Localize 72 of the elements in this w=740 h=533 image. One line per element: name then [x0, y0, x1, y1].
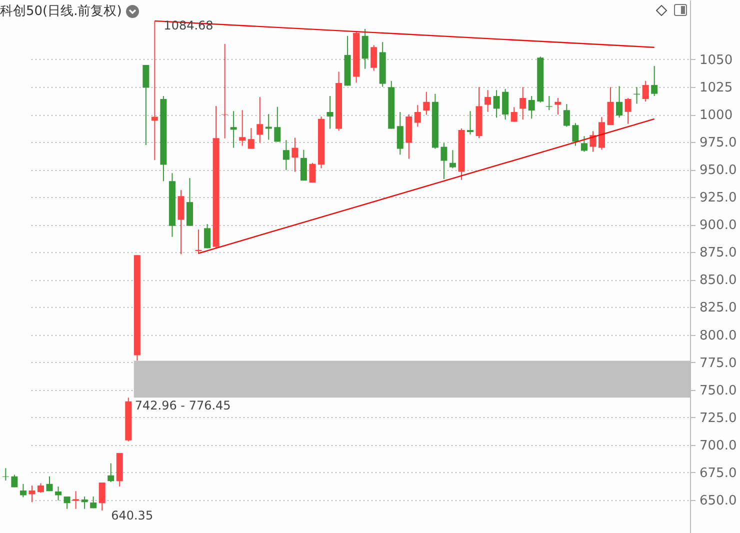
candlestick [195, 229, 202, 254]
band-label: 742.96 - 776.45 [134, 398, 231, 413]
candlestick [528, 96, 535, 120]
candlestick [572, 122, 579, 146]
candlestick [282, 140, 290, 171]
candlestick [239, 110, 246, 146]
candlestick [520, 86, 526, 120]
candlestick [440, 142, 448, 180]
y-tick-label: 875.0 [700, 246, 737, 261]
candlestick [590, 130, 596, 152]
candlestick [300, 149, 307, 182]
y-tick-label: 650.0 [700, 493, 737, 508]
y-tick-label: 775.0 [700, 356, 737, 371]
candlestick [81, 496, 88, 510]
candlestick [20, 483, 26, 498]
candlestick [423, 91, 430, 116]
candlestick [37, 482, 44, 494]
candlestick [204, 224, 211, 249]
y-tick-label: 700.0 [700, 438, 737, 454]
candlestick [2, 468, 9, 481]
candlestick [467, 110, 474, 135]
y-tick-label: 1050 [700, 52, 733, 68]
candlestick [510, 106, 518, 122]
candlestick [616, 86, 623, 118]
candlestick [449, 150, 456, 169]
candlestick [396, 111, 404, 156]
candlestick [493, 90, 500, 118]
candlestick [151, 20, 158, 161]
y-tick-label: 975.0 [700, 136, 737, 151]
y-tick-label: 825.0 [700, 300, 737, 316]
candlestick [46, 476, 53, 492]
candlestick [64, 496, 70, 510]
candlestick [72, 490, 80, 510]
chart-title: 科创50(日线.前复权) [0, 3, 122, 20]
y-tick-label: 1000 [700, 108, 733, 124]
candlestick [230, 110, 237, 148]
candlestick [28, 485, 36, 503]
y-tick-label: 925.0 [700, 190, 737, 206]
candlestick [178, 190, 184, 255]
y-tick-label: 800.0 [700, 328, 737, 344]
y-tick-label: 725.0 [700, 410, 737, 426]
candlestick [248, 128, 254, 150]
candlestick [108, 462, 114, 483]
candlestick [563, 104, 570, 128]
candlestick [370, 44, 378, 72]
annotation: 640.35 [111, 508, 154, 523]
candlestick [11, 474, 18, 488]
candlestick [292, 137, 298, 172]
y-tick-label: 750.0 [700, 383, 737, 398]
candlestick [607, 86, 614, 126]
candlestick [186, 178, 193, 226]
candlestick [309, 162, 316, 184]
candlestick [55, 486, 62, 502]
candlestick [98, 482, 106, 512]
y-tick-label: 675.0 [700, 466, 737, 481]
candlestick [274, 106, 281, 142]
candlestick [142, 64, 150, 146]
candlestick [546, 96, 552, 111]
candlestick [414, 104, 421, 128]
y-tick-label: 900.0 [700, 218, 737, 234]
y-tick-label: 850.0 [700, 273, 737, 288]
y-tick-label: 1025 [700, 80, 733, 96]
candlestick [484, 90, 492, 112]
candlestick [502, 88, 509, 120]
candlestick [256, 96, 264, 144]
y-tick-label: 950.0 [700, 163, 737, 178]
candlestick [642, 80, 649, 102]
candlestick [651, 65, 658, 97]
candlestick [624, 98, 632, 124]
candlestick [362, 28, 368, 70]
candlestick [326, 96, 334, 130]
candlestick [580, 136, 588, 152]
